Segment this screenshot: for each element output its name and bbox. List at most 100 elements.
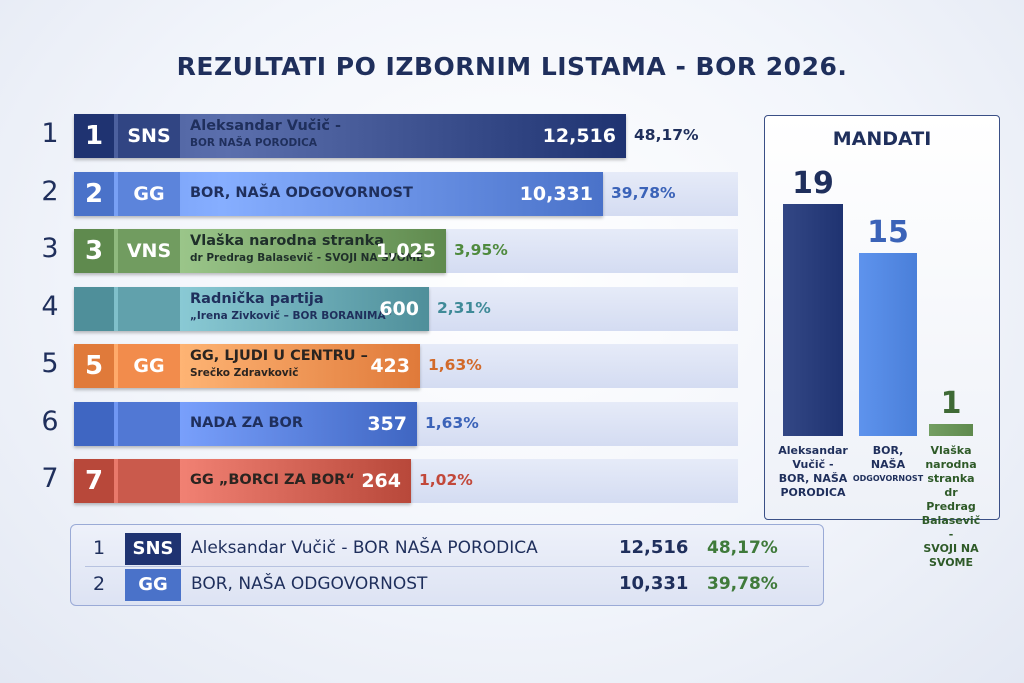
mandate-label-line: ODGOVORNOST (852, 474, 924, 483)
result-bar: 2 GG BOR, NAŠA ODGOVORNOST 10,331 (74, 172, 603, 216)
result-bar: NADA ZA BOR 357 (74, 402, 417, 446)
party-name: GG „BORCI ZA BOR“ (190, 472, 355, 488)
party-name: GG, LJUDI U CENTRU – Srečko Zdravkovič (190, 348, 368, 379)
list-number-badge (74, 287, 114, 331)
summary-badge: SNS (125, 533, 181, 565)
rank-number: 1 (41, 118, 59, 149)
vote-percent: 2,31% (437, 299, 491, 317)
summary-row: 1 SNS Aleksandar Vučič - BOR NAŠA PORODI… (71, 529, 823, 567)
vote-count: 423 (370, 355, 410, 377)
page-title: REZULTATI PO IZBORNIM LISTAMA - BOR 2026… (176, 52, 848, 81)
party-name: BOR, NAŠA ODGOVORNOST (190, 185, 413, 201)
summary-row: 2 GG BOR, NAŠA ODGOVORNOST 10,331 39,78% (71, 565, 823, 603)
party-abbr-badge: SNS (118, 114, 180, 158)
summary-divider (85, 566, 809, 567)
party-abbr-badge: GG (118, 172, 180, 216)
mandate-bar (783, 204, 843, 436)
party-subtitle: Srečko Zdravkovič (190, 367, 299, 379)
vote-percent: 3,95% (454, 241, 508, 259)
list-number-badge: 5 (74, 344, 114, 388)
mandate-label-line: BOR, (872, 444, 904, 457)
vote-count: 12,516 (542, 125, 616, 147)
party-abbr-badge: VNS (118, 229, 180, 273)
mandate-label: Aleksandar Vučič - BOR, NAŠA PORODICA (773, 444, 853, 500)
summary-votes: 12,516 (619, 537, 689, 558)
summary-badge: GG (125, 569, 181, 601)
summary-percent: 48,17% (707, 538, 778, 558)
mandate-label-line: Vučič - (792, 458, 834, 471)
party-abbr-badge (118, 402, 180, 446)
rank-number: 5 (41, 348, 59, 379)
party-name-line: BOR, NAŠA ODGOVORNOST (190, 185, 413, 201)
rank-number: 4 (41, 291, 59, 322)
mandate-label-line: narodna (925, 458, 977, 471)
mandate-bar (859, 253, 917, 436)
vote-count: 1,025 (375, 240, 436, 262)
vote-count: 264 (361, 470, 401, 492)
party-subtitle: dr Predrag Balasevič - SVOJI NA SVOME (190, 252, 424, 264)
mandate-label-line: stranka (927, 472, 975, 485)
list-number-badge: 3 (74, 229, 114, 273)
summary-percent: 39,78% (707, 574, 778, 594)
mandates-panel: MANDATI 19 Aleksandar Vučič - BOR, NAŠA PORO… (764, 115, 1000, 569)
list-number-badge (74, 402, 114, 446)
rank-number: 7 (41, 463, 59, 494)
mandate-count: 15 (867, 215, 909, 250)
party-abbr-badge (118, 287, 180, 331)
mandate-label-line: PORODICA (780, 486, 846, 499)
vote-percent: 39,78% (611, 184, 676, 202)
list-number-badge: 2 (74, 172, 114, 216)
mandate-label-line: Aleksandar (778, 444, 848, 457)
mandate-label-line: NAŠA (870, 458, 906, 471)
mandate-label: Vlaška narodna stranka dr Predrag Balasevič … (919, 444, 983, 570)
mandate-bar (929, 424, 973, 436)
summary-table: 1 SNS Aleksandar Vučič - BOR NAŠA PORODI… (70, 524, 824, 606)
party-subtitle: „Irena Zivkovič – BOR BORANIMA“ (190, 310, 393, 322)
mandate-label-line: BOR, NAŠA (778, 472, 848, 485)
result-bar: 5 GG GG, LJUDI U CENTRU – Srečko Zdravkovič… (74, 344, 420, 388)
party-name-line: Radnička partija (190, 291, 324, 307)
summary-rank: 1 (93, 537, 106, 559)
rank-number: 2 (41, 176, 59, 207)
vote-count: 10,331 (519, 183, 593, 205)
vote-percent: 1,63% (425, 414, 479, 432)
result-bar: Radnička partija „Irena Zivkovič – BOR BO… (74, 287, 429, 331)
summary-name: Aleksandar Vučič - BOR NAŠA PORODICA (191, 538, 538, 558)
party-name-line: Aleksandar Vučič - (190, 118, 342, 134)
party-abbr-badge (118, 459, 180, 503)
party-name-line: GG, LJUDI U CENTRU – (190, 348, 368, 364)
party-name: Aleksandar Vučič - BOR NAŠA PORODICA (190, 118, 341, 149)
party-name: NADA ZA BOR (190, 415, 303, 431)
vote-count: 600 (379, 298, 419, 320)
party-name: Radnička partija „Irena Zivkovič – BOR BO… (190, 291, 393, 322)
summary-name: BOR, NAŠA ODGOVORNOST (191, 574, 428, 594)
mandate-count: 1 (940, 386, 962, 421)
result-bar: 3 VNS Vlaška narodna stranka dr Predrag Bal… (74, 229, 446, 273)
rank-number: 3 (41, 233, 59, 264)
mandates-title: MANDATI (832, 128, 932, 150)
party-name-line: GG „BORCI ZA BOR“ (190, 472, 355, 488)
vote-percent: 48,17% (634, 126, 699, 144)
mandate-label-line: dr Predrag (926, 486, 976, 513)
result-bar: 7 GG „BORCI ZA BOR“ 264 (74, 459, 411, 503)
vote-count: 357 (367, 413, 407, 435)
party-name-line: Vlaška narodna stranka (190, 233, 385, 249)
mandate-label: BOR, NAŠA ODGOVORNOST (849, 444, 927, 486)
mandate-label-line: Balasevič - (921, 514, 981, 541)
party-abbr-badge: GG (118, 344, 180, 388)
summary-votes: 10,331 (619, 573, 689, 594)
mandate-label-line: SVOJI NA (923, 542, 979, 555)
party-subtitle: BOR NAŠA PORODICA (190, 137, 318, 149)
party-name: Vlaška narodna stranka dr Predrag Balasev… (190, 233, 423, 264)
mandate-count: 19 (792, 166, 834, 201)
party-name-line: NADA ZA BOR (190, 415, 303, 431)
summary-rank: 2 (93, 573, 106, 595)
mandate-label-line: Vlaška (930, 444, 972, 457)
result-bar: 1 SNS Aleksandar Vučič - BOR NAŠA PORODICA 1… (74, 114, 626, 158)
vote-percent: 1,63% (428, 356, 482, 374)
list-number-badge: 1 (74, 114, 114, 158)
mandate-label-line: SVOME (928, 556, 974, 569)
list-number-badge: 7 (74, 459, 114, 503)
vote-percent: 1,02% (419, 471, 473, 489)
rank-number: 6 (41, 406, 59, 437)
